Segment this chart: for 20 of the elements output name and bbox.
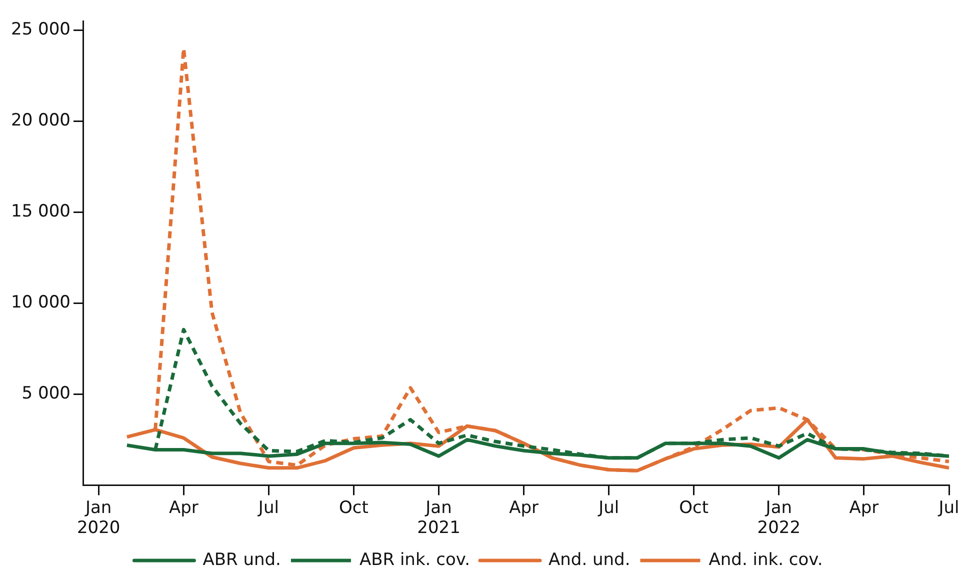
x-tick-label: Jan 2021 (417, 498, 460, 538)
x-tick-label: Jul (938, 498, 960, 518)
x-tick-label: Jul (257, 498, 279, 518)
x-tick-label: Jul (598, 498, 620, 518)
x-tick-label: Jan 2020 (76, 498, 120, 538)
legend-label: ABR und. (202, 550, 281, 570)
y-tick-label: 15 000 (11, 202, 70, 222)
y-tick-label: 5 000 (22, 384, 70, 404)
legend-label: And. ink. cov. (708, 550, 823, 570)
x-tick-label: Apr (168, 498, 198, 518)
x-tick-label: Oct (679, 498, 709, 518)
x-tick-label: Apr (849, 498, 879, 518)
y-tick-label: 20 000 (11, 110, 70, 131)
legend-label: ABR ink. cov. (359, 550, 470, 570)
x-tick-label: Oct (339, 498, 369, 518)
x-tick-label: Jan 2022 (757, 498, 801, 538)
legend-label: And. und. (548, 550, 630, 570)
y-tick-label: 25 000 (11, 20, 70, 40)
x-tick-label: Apr (509, 498, 539, 518)
y-tick-label: 10 000 (11, 292, 70, 313)
